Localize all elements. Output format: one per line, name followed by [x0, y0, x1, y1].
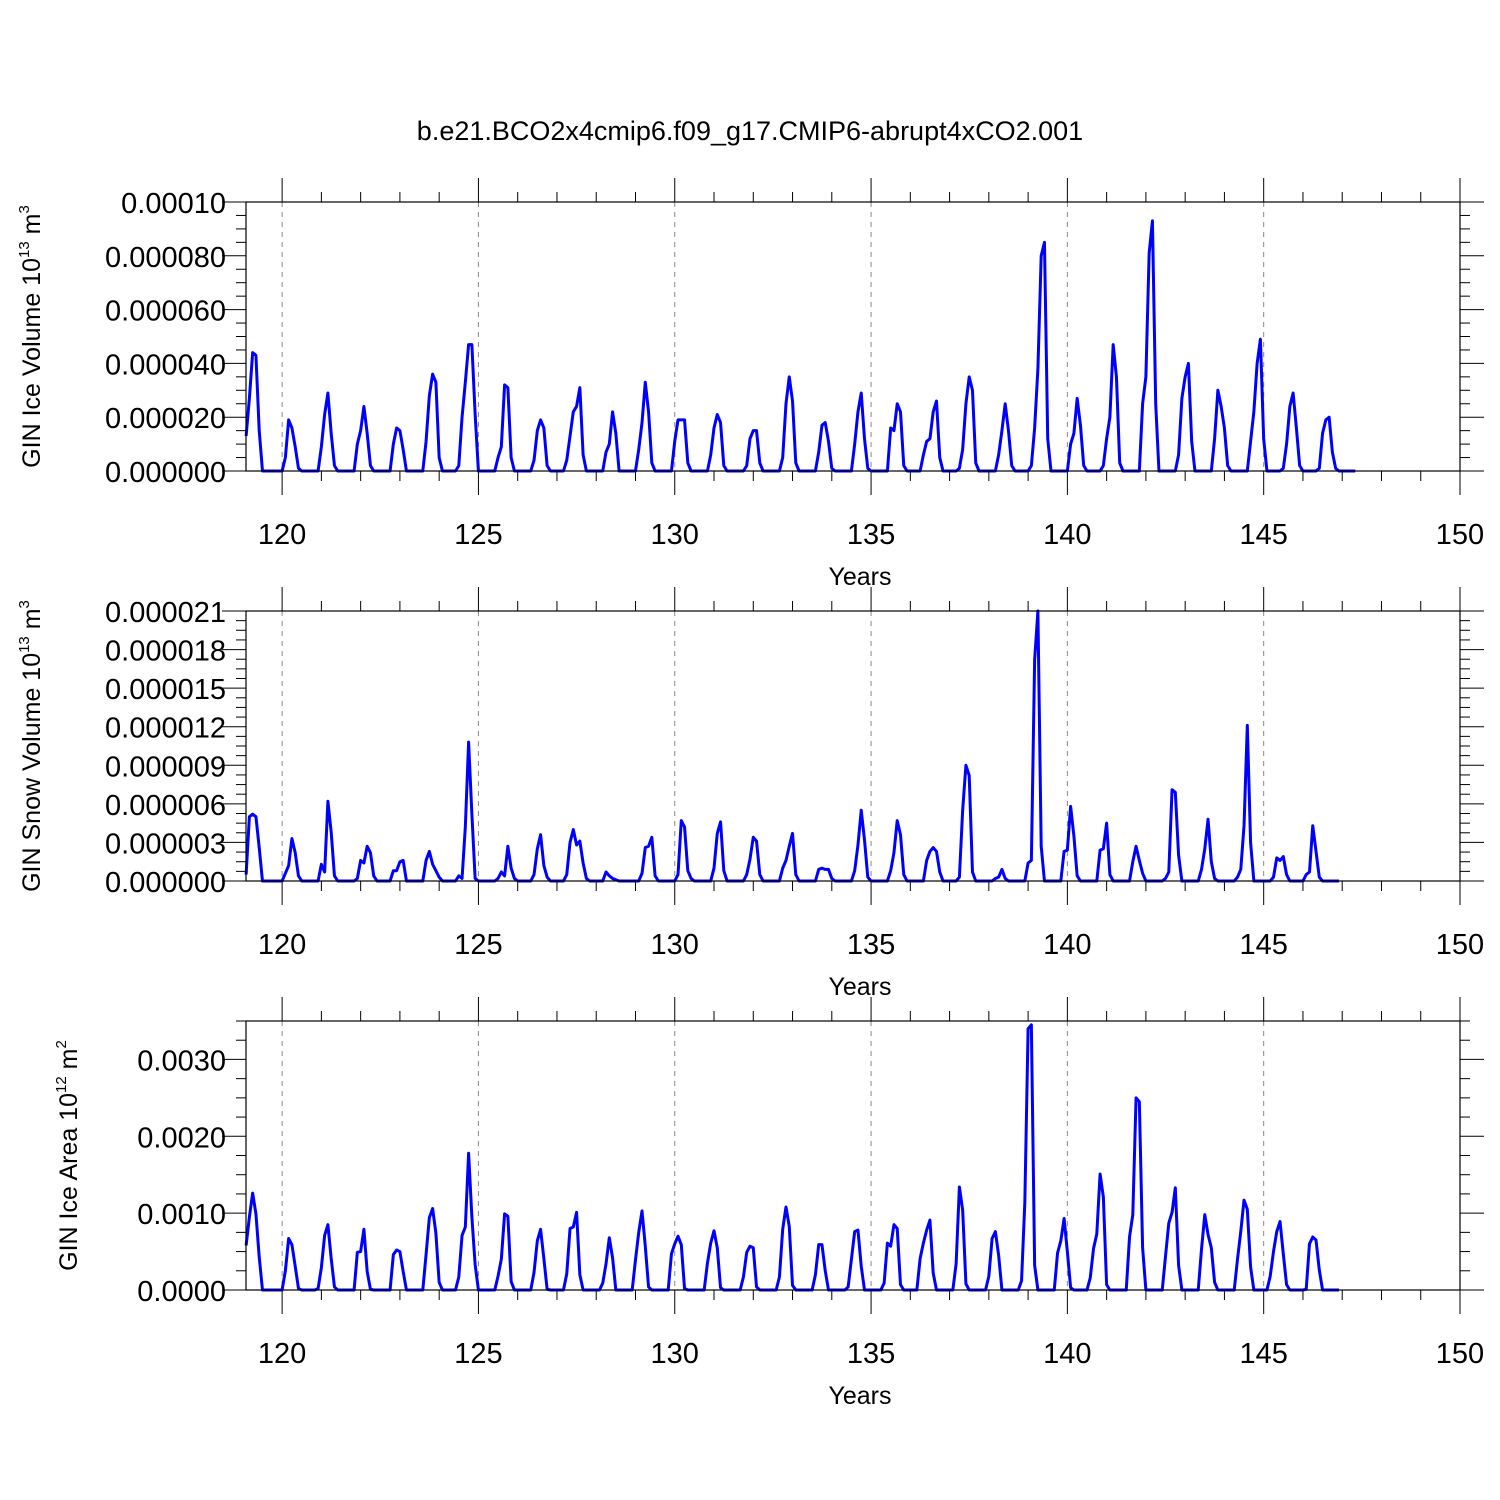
y-tick-label: 0.000000	[105, 867, 226, 899]
x-tick-label: 145	[1239, 519, 1287, 551]
x-tick-label: 120	[258, 1338, 306, 1370]
y-axis-title: GIN Snow Volume 1013 m3	[16, 600, 46, 892]
x-tick-label: 140	[1043, 519, 1091, 551]
y-tick-label: 0.000021	[105, 597, 226, 629]
x-tick-label: 120	[258, 929, 306, 961]
series-line	[244, 609, 1339, 883]
x-tick-label: 135	[847, 929, 895, 961]
x-tick-label: 145	[1239, 1338, 1287, 1370]
y-tick-label: 0.000015	[105, 674, 226, 706]
y-tick-label: 0.000060	[105, 296, 226, 328]
x-tick-label: 150	[1436, 929, 1484, 961]
y-tick-label: 0.0030	[137, 1045, 226, 1077]
y-tick-label: 0.000018	[105, 636, 226, 668]
x-tick-label: 130	[651, 519, 699, 551]
x-tick-label: 150	[1436, 519, 1484, 551]
plot-frame	[245, 610, 1461, 882]
y-tick-label: 0.0010	[137, 1199, 226, 1231]
x-tick-label: 135	[847, 1338, 895, 1370]
y-tick-label: 0.00010	[121, 188, 226, 220]
y-tick-label: 0.0000	[137, 1276, 226, 1308]
x-axis-title: Years	[828, 563, 891, 591]
y-axis-title: GIN Ice Area 1012 m2	[53, 1040, 83, 1271]
y-tick-label: 0.000006	[105, 790, 226, 822]
panel-2: 120 125 130 135 140 145 150 0.000000 0.000003 0.0…	[16, 587, 1484, 1001]
x-tick-label: 130	[651, 1338, 699, 1370]
series-line	[244, 1023, 1339, 1292]
y-tick-label: 0.000003	[105, 828, 226, 860]
plot-frame	[245, 201, 1461, 472]
x-tick-label: 145	[1239, 929, 1287, 961]
y-tick-label: 0.000040	[105, 349, 226, 381]
y-tick-label: 0.0020	[137, 1122, 226, 1154]
figure-title: b.e21.BCO2x4cmip6.f09_g17.CMIP6-abrupt4x…	[417, 116, 1083, 146]
y-tick-label: 0.000020	[105, 403, 226, 435]
panel-1: 120 125 130 135 140 145 150 0.000000 0.000020 0.0…	[16, 178, 1484, 591]
y-tick-label: 0.000012	[105, 713, 226, 745]
x-tick-label: 125	[454, 519, 502, 551]
plot-frame	[245, 1020, 1461, 1291]
x-axis-title: Years	[828, 1382, 891, 1410]
panels: 120 125 130 135 140 145 150 0.000000 0.000020 0.0…	[16, 178, 1484, 1410]
x-tick-label: 150	[1436, 1338, 1484, 1370]
x-tick-label: 120	[258, 519, 306, 551]
y-axis-title: GIN Ice Volume 1013 m3	[16, 205, 46, 468]
y-tick-label: 0.000080	[105, 242, 226, 274]
x-tick-label: 140	[1043, 1338, 1091, 1370]
x-tick-label: 125	[454, 1338, 502, 1370]
panel-3: 120 125 130 135 140 145 150 0.0000 0.0010 0.0020 0…	[53, 997, 1484, 1410]
x-axis-title: Years	[828, 973, 891, 1001]
x-tick-label: 135	[847, 519, 895, 551]
x-tick-label: 125	[454, 929, 502, 961]
x-tick-label: 130	[651, 929, 699, 961]
y-tick-label: 0.000000	[105, 457, 226, 489]
y-tick-label: 0.000009	[105, 751, 226, 783]
x-tick-label: 140	[1043, 929, 1091, 961]
series-line	[244, 219, 1356, 473]
